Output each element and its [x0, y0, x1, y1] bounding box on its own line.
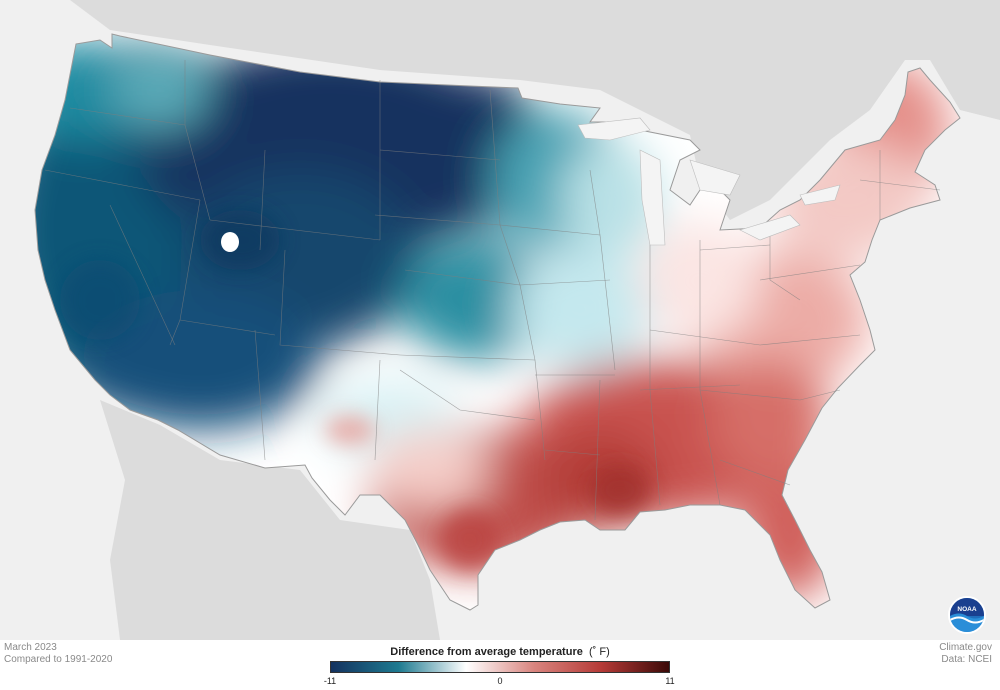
legend-tick-label: -11 [323, 676, 337, 686]
legend-title: Difference from average temperature [390, 646, 583, 658]
noaa-logo-text: NOAA [957, 606, 976, 613]
temperature-anomaly-map [0, 0, 1000, 640]
footer-right: Climate.gov Data: NCEI [939, 642, 992, 666]
legend-tick-label: 0 [497, 676, 503, 686]
source-site: Climate.gov [939, 642, 992, 653]
legend-color-bar [330, 661, 670, 673]
legend-unit: (˚ F) [588, 646, 610, 658]
map-date: March 2023 [4, 642, 57, 653]
legend-tick-label: 11 [665, 676, 675, 686]
state-borders [44, 60, 941, 521]
footer-left: March 2023 Compared to 1991-2020 [4, 642, 112, 666]
source-data: Data: NCEI [941, 654, 992, 665]
lakes [221, 117, 841, 252]
noaa-logo-graphic: NOAA [950, 598, 984, 632]
legend-title-row: Difference from average temperature (˚ F… [300, 646, 700, 658]
map-svg [34, 0, 1000, 640]
noaa-logo-icon[interactable]: NOAA [948, 596, 986, 634]
map-baseline: Compared to 1991-2020 [4, 654, 113, 665]
neighbor-land [60, 0, 1000, 640]
